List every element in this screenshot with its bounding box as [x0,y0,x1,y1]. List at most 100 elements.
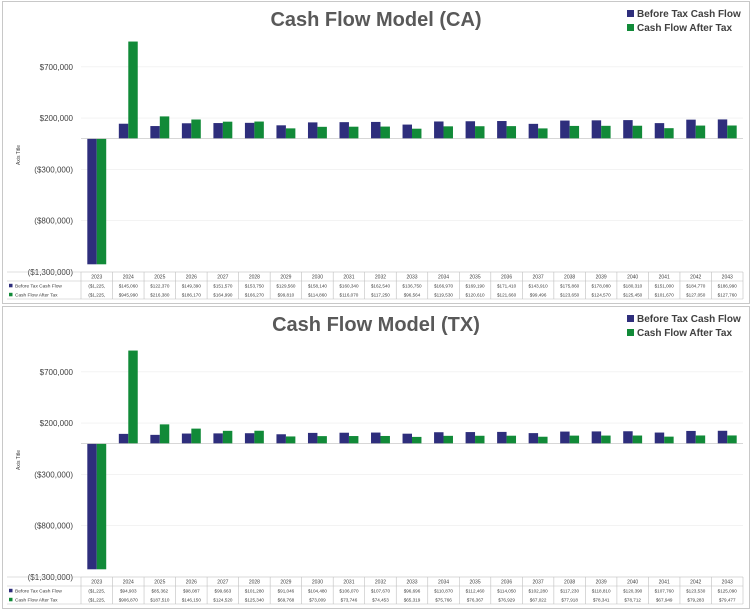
bar-after-tax [380,126,390,139]
table-cell: $99,663 [215,588,232,593]
bar-before-tax [623,120,633,139]
bar-before-tax [276,434,286,444]
bar-before-tax [497,121,507,139]
bar-before-tax [654,123,665,139]
table-cell: $129,560 [276,283,296,288]
bar-after-tax [664,436,674,444]
category-label: 2038 [564,580,575,586]
table-cell: $120,390 [623,588,643,593]
bar-after-tax [727,125,737,139]
table-cell: $118,810 [592,588,611,593]
bar-before-tax [654,432,665,444]
table-legend-key [9,283,13,288]
table-cell: $104,480 [308,588,328,593]
bar-before-tax [686,119,696,139]
bar-after-tax [222,430,233,444]
category-label: 2033 [406,275,417,281]
category-label: 2024 [123,580,134,586]
bar-before-tax [717,430,728,444]
bar-after-tax [443,126,453,139]
table-cell: $123,530 [686,588,706,593]
table-cell: $125,340 [245,597,265,602]
table-cell: ($1,225, [88,292,105,297]
bar-before-tax [465,121,476,139]
table-cell: $110,870 [434,588,453,593]
bar-after-tax [475,126,485,139]
legend-label-after-tax: Cash Flow After Tax [637,23,732,34]
bar-before-tax [87,138,97,265]
legend-label-after-tax: Cash Flow After Tax [637,328,732,339]
table-cell: $146,150 [182,597,202,602]
bar-after-tax [443,435,453,444]
table-cell: $78,341 [593,597,610,602]
category-label: 2033 [406,580,417,586]
table-cell: $186,170 [182,292,202,297]
table-cell: $124,520 [213,597,233,602]
table-cell: $122,370 [150,283,170,288]
category-label: 2038 [564,275,575,281]
category-label: 2037 [533,275,544,281]
table-cell: $96,564 [404,292,421,297]
bar-before-tax [87,443,97,570]
table-cell: $106,070 [339,588,359,593]
table-legend-key [9,597,13,602]
bar-after-tax [96,443,107,570]
y-tick-label: ($1,300,000) [28,573,74,582]
bar-before-tax [150,126,160,139]
legend-swatch-before-tax [627,315,634,322]
legend-swatch-after-tax [627,329,634,336]
category-label: 2035 [469,580,480,586]
chart-title: Cash Flow Model (TX) [272,314,480,336]
category-label: 2029 [280,275,291,281]
table-cell: $107,760 [655,588,675,593]
bar-before-tax [560,120,570,139]
bar-after-tax [538,128,548,139]
bar-before-tax [686,430,696,444]
table-cell: $149,390 [182,283,202,288]
data-table: 2023 2024 2025 2026 2027 2028 2029 2030 2031 2032… [7,576,744,605]
table-cell: $96,696 [404,588,421,593]
table-cell: $85,362 [152,588,169,593]
category-label: 2030 [312,580,323,586]
category-label: 2031 [343,275,354,281]
category-label: 2042 [690,275,701,281]
table-cell: $74,453 [372,597,389,602]
bar-before-tax [402,433,412,444]
table-cell: $99,810 [278,292,295,297]
y-tick-label: $700,000 [40,63,74,72]
category-label: 2036 [501,275,512,281]
table-cell: $906,870 [119,597,139,602]
table-legend-key [9,292,13,297]
category-label: 2028 [249,275,260,281]
category-label: 2034 [438,580,449,586]
table-cell: $116,070 [340,292,359,297]
bar-after-tax [159,116,170,139]
table-cell: $158,140 [308,283,328,288]
bar-before-tax [434,121,444,139]
bar-after-tax [96,138,107,265]
category-label: 2041 [659,275,670,281]
table-cell: $114,050 [497,588,516,593]
bar-before-tax [497,431,507,444]
bar-before-tax [591,431,602,444]
bar-before-tax [560,431,570,444]
table-cell: $187,510 [150,597,170,602]
category-label: 2032 [375,580,386,586]
bar-before-tax [307,432,318,444]
table-cell: $123,650 [560,292,580,297]
bar-after-tax [348,126,359,139]
table-cell: $73,746 [341,597,358,602]
bar-after-tax [222,121,233,139]
category-label: 2043 [722,275,733,281]
table-cell: ($1,225, [88,283,105,288]
table-cell: $91,046 [278,588,295,593]
bar-after-tax [695,125,706,139]
table-cell: $151,570 [213,283,233,288]
bar-before-tax [181,433,192,444]
table-cell: $73,009 [309,597,326,602]
table-cell: $99,496 [530,292,547,297]
legend-swatch-before-tax [627,10,634,17]
bar-before-tax [465,432,476,444]
table-cell: $79,283 [687,597,704,602]
table-cell: $166,970 [434,283,454,288]
